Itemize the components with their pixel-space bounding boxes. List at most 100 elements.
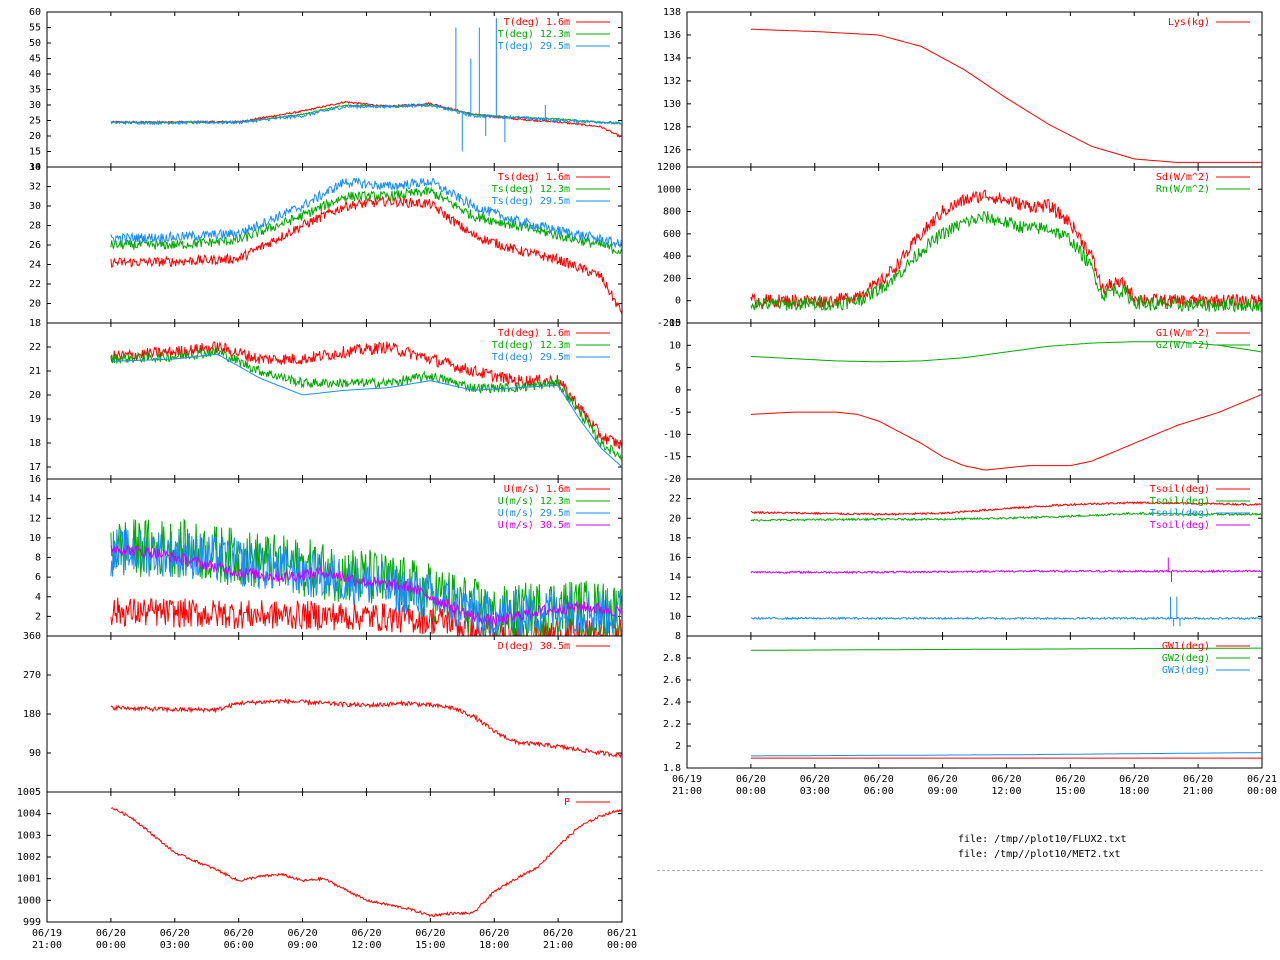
y-tick-label: 16: [669, 553, 681, 564]
y-tick-label: 128: [663, 122, 681, 133]
y-tick-label: 20: [29, 299, 41, 310]
legend-label: T(deg) 12.3m: [498, 29, 570, 40]
x-tick-label: 12:00: [351, 940, 381, 951]
x-tick-label: 06/21: [607, 928, 637, 939]
y-tick-label: 16: [29, 474, 41, 485]
legend-label: G2(W/m^2): [1156, 340, 1210, 351]
y-tick-label: 22: [29, 279, 41, 290]
legend-label: G1(W/m^2): [1156, 328, 1210, 339]
y-tick-label: 270: [23, 670, 41, 681]
series-line-ts-1: [110, 185, 622, 255]
y-tick-label: 1004: [17, 809, 41, 820]
y-tick-label: 180: [23, 709, 41, 720]
series-line-t-2: [110, 102, 622, 126]
x-tick-label: 06/20: [160, 928, 190, 939]
y-tick-label: 126: [663, 145, 681, 156]
legend-label: U(m/s) 12.3m: [498, 496, 570, 507]
y-tick-label: 600: [663, 229, 681, 240]
plot-frame: [686, 11, 1263, 168]
x-tick-label: 06/20: [1119, 774, 1149, 785]
y-tick-label: 1000: [17, 895, 41, 906]
y-tick-label: 8: [675, 631, 681, 642]
x-tick-label: 06/20: [991, 774, 1021, 785]
legend-label: Tsoil(deg): [1150, 496, 1210, 507]
legend-label: Tsoil(deg): [1150, 508, 1210, 519]
legend-label: U(m/s) 29.5m: [498, 508, 570, 519]
y-tick-label: 1000: [657, 184, 681, 195]
y-tick-label: 400: [663, 251, 681, 262]
y-tick-label: -15: [663, 452, 681, 463]
series-line-rad-0: [750, 188, 1262, 309]
x-tick-label: 06/21: [1247, 774, 1277, 785]
x-tick-label: 09:00: [288, 940, 318, 951]
y-tick-label: 28: [29, 221, 41, 232]
y-tick-label: 19: [29, 414, 41, 425]
y-tick-label: 30: [29, 201, 41, 212]
x-tick-label: 00:00: [96, 940, 126, 951]
y-tick-label: 6: [35, 572, 41, 583]
y-tick-label: 55: [29, 23, 41, 34]
file-label-met: file: /tmp//plot10/MET2.txt: [958, 849, 1121, 860]
y-tick-label: 20: [29, 390, 41, 401]
y-tick-label: 15: [29, 147, 41, 158]
x-tick-label: 21:00: [1183, 786, 1213, 797]
y-tick-label: 1200: [657, 162, 681, 173]
series-line-gw-1: [750, 647, 1262, 651]
x-tick-label: 06/20: [1183, 774, 1213, 785]
file-label-flux: file: /tmp//plot10/FLUX2.txt: [958, 834, 1127, 845]
y-tick-label: 1.8: [663, 763, 681, 774]
y-tick-label: 26: [29, 240, 41, 251]
series-line-tsoil-2: [750, 616, 1262, 621]
legend-label: U(m/s) 30.5m: [498, 520, 570, 531]
legend-label: Tsoil(deg): [1150, 520, 1210, 531]
y-tick-label: -20: [663, 474, 681, 485]
x-tick-label: 06/20: [800, 774, 830, 785]
x-tick-label: 21:00: [672, 786, 702, 797]
y-tick-label: 14: [669, 572, 681, 583]
x-tick-label: 12:00: [991, 786, 1021, 797]
legend-label: Sd(W/m^2): [1156, 172, 1210, 183]
x-tick-label: 15:00: [415, 940, 445, 951]
y-tick-label: 20: [669, 513, 681, 524]
y-tick-label: 132: [663, 76, 681, 87]
y-tick-label: 800: [663, 207, 681, 218]
x-tick-label: 06/19: [32, 928, 62, 939]
x-tick-label: 06/20: [351, 928, 381, 939]
series-line-tsoil-0: [750, 500, 1262, 517]
legend-label: Ts(deg) 29.5m: [492, 196, 570, 207]
y-tick-label: 35: [29, 85, 41, 96]
y-tick-label: 999: [23, 917, 41, 928]
y-tick-label: 60: [29, 7, 41, 18]
y-tick-label: 200: [663, 273, 681, 284]
legend-label: Tsoil(deg): [1150, 484, 1210, 495]
panel-lys: 126 128 130 132 134 136 138 Lys(kg): [663, 7, 1263, 168]
y-tick-label: 1003: [17, 830, 41, 841]
y-tick-label: 138: [663, 7, 681, 18]
x-tick-label: 15:00: [1055, 786, 1085, 797]
y-tick-label: 2: [675, 741, 681, 752]
series-line-tsoil-1: [750, 511, 1262, 522]
series-line-tsoil-3: [750, 569, 1262, 575]
legend-label: T(deg) 29.5m: [498, 41, 570, 52]
legend-label: Lys(kg): [1168, 17, 1210, 28]
y-tick-label: 136: [663, 30, 681, 41]
y-tick-label: 10: [669, 340, 681, 351]
y-tick-label: 18: [669, 533, 681, 544]
y-tick-label: 2.8: [663, 653, 681, 664]
y-tick-label: 24: [29, 260, 41, 271]
series-line-td-2: [110, 353, 622, 468]
y-tick-label: 1001: [17, 874, 41, 885]
legend-label: GW1(deg): [1162, 641, 1210, 652]
legend-label: P: [564, 797, 570, 808]
y-tick-label: 360: [23, 631, 41, 642]
y-tick-label: 2.6: [663, 675, 681, 686]
y-tick-label: 1005: [17, 787, 41, 798]
x-tick-label: 00:00: [1247, 786, 1277, 797]
legend-label: Rn(W/m^2): [1156, 184, 1210, 195]
series-line-d-0: [110, 697, 622, 759]
legend-label: Ts(deg) 1.6m: [498, 172, 570, 183]
series-line-td-0: [110, 341, 622, 450]
